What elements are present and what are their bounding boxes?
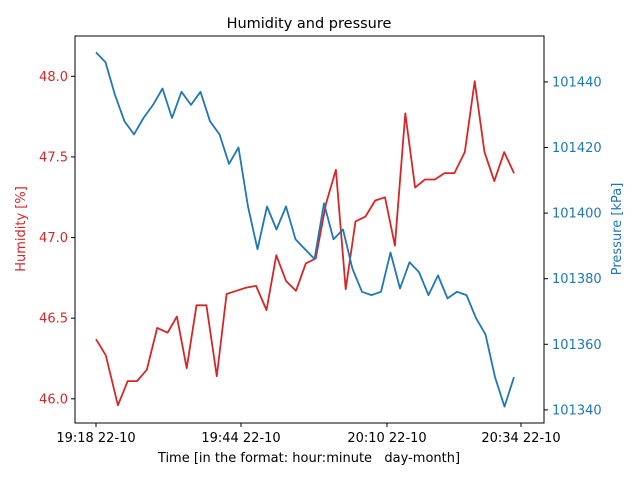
pressure-series-line xyxy=(96,52,514,406)
right-tick-label-1: 101360 xyxy=(552,338,602,353)
left-axis: 46.0 46.5 47.0 47.5 48.0 xyxy=(39,70,75,408)
x-axis-label: Time [in the format: hour:minute day-mon… xyxy=(157,451,460,466)
right-tick-label-4: 101420 xyxy=(552,141,602,156)
x-tick-label-1: 19:44 22-10 xyxy=(201,431,280,446)
left-tick-label-2: 47.0 xyxy=(39,231,68,246)
x-tick-label-3: 20:34 22-10 xyxy=(481,431,560,446)
x-axis: 19:18 22-10 19:44 22-10 20:10 22-10 20:34 2… xyxy=(56,423,560,446)
right-axis-label: Pressure [kPa] xyxy=(610,183,625,276)
humidity-series-line xyxy=(96,81,514,405)
right-tick-label-3: 101400 xyxy=(552,207,602,222)
right-tick-label-0: 101340 xyxy=(552,403,602,418)
right-tick-label-5: 101440 xyxy=(552,75,602,90)
left-tick-label-4: 48.0 xyxy=(39,70,68,85)
left-tick-label-3: 47.5 xyxy=(39,150,68,165)
x-tick-label-0: 19:18 22-10 xyxy=(56,431,135,446)
left-tick-label-1: 46.5 xyxy=(39,312,68,327)
chart-title: Humidity and pressure xyxy=(227,16,392,32)
left-tick-label-0: 46.0 xyxy=(39,392,68,407)
right-axis: 101340 101360 101380 101400 101420 101440 xyxy=(544,75,602,418)
right-tick-label-2: 101380 xyxy=(552,272,602,287)
left-axis-label: Humidity [%] xyxy=(14,186,29,272)
plot-area xyxy=(96,52,514,406)
x-tick-label-2: 20:10 22-10 xyxy=(347,431,426,446)
